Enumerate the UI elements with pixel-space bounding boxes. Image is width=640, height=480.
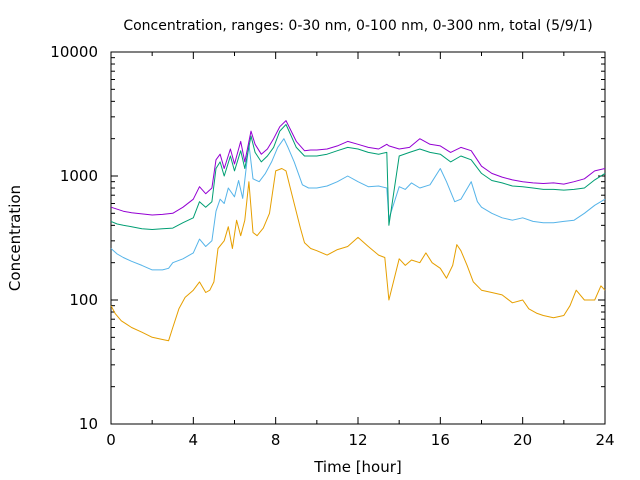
y-tick-label: 100 xyxy=(69,291,98,309)
x-tick-label: 24 xyxy=(595,431,614,449)
x-tick-label: 20 xyxy=(513,431,532,449)
x-tick-label: 4 xyxy=(189,431,199,449)
axis-ticks: 0 4 8 12 16 20 24 10 100 1000 10000 xyxy=(50,43,614,449)
y-tick-label: 10000 xyxy=(50,43,98,61)
x-tick-label: 16 xyxy=(431,431,450,449)
series-line-1 xyxy=(110,168,606,342)
x-tick-label: 12 xyxy=(348,431,367,449)
y-tick-label: 10 xyxy=(79,415,98,433)
series-line-2 xyxy=(110,138,606,271)
x-tick-label: 0 xyxy=(106,431,116,449)
x-tick-label: 8 xyxy=(271,431,281,449)
series-line-4 xyxy=(110,120,606,216)
y-axis-label: Concentration xyxy=(6,185,24,291)
y-tick-label: 1000 xyxy=(60,167,98,185)
x-axis-label: Time [hour] xyxy=(313,458,402,476)
series-line-3 xyxy=(110,124,606,230)
series-layer xyxy=(110,120,606,342)
chart-title: Concentration, ranges: 0-30 nm, 0-100 nm… xyxy=(123,18,592,34)
